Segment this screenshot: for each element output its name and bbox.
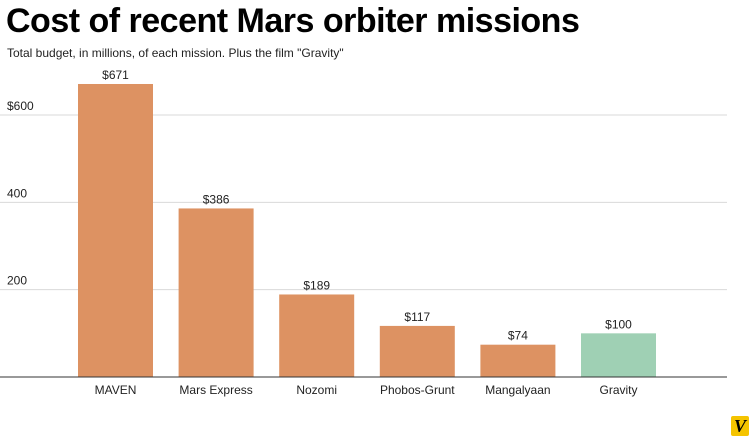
bar-maven xyxy=(78,83,153,377)
bar-phobos-grunt xyxy=(379,325,455,377)
y-tick-label-400: 400 xyxy=(7,186,27,200)
bar-mars-express xyxy=(178,208,254,377)
value-label: $74 xyxy=(508,329,528,343)
bar-gravity xyxy=(581,333,656,377)
x-tick-label: MAVEN xyxy=(95,383,137,397)
vox-logo: V xyxy=(731,416,749,436)
value-label: $386 xyxy=(203,192,230,206)
y-tick-label-200: 200 xyxy=(7,274,27,288)
value-label: $117 xyxy=(404,310,430,324)
x-tick-label: Phobos-Grunt xyxy=(380,383,455,397)
value-label: $189 xyxy=(303,278,330,292)
x-tick-label: Nozomi xyxy=(296,383,337,397)
chart-subtitle: Total budget, in millions, of each missi… xyxy=(7,46,344,60)
bar-mangalyaan xyxy=(480,344,556,377)
bar-nozomi xyxy=(279,294,355,377)
x-tick-label: Mars Express xyxy=(179,383,252,397)
value-label: $671 xyxy=(102,68,129,82)
y-tick-label-600: $600 xyxy=(7,99,34,113)
x-tick-label: Gravity xyxy=(599,383,637,397)
chart-title: Cost of recent Mars orbiter missions xyxy=(6,2,580,40)
value-label: $100 xyxy=(605,317,632,331)
x-tick-label: Mangalyaan xyxy=(485,383,550,397)
